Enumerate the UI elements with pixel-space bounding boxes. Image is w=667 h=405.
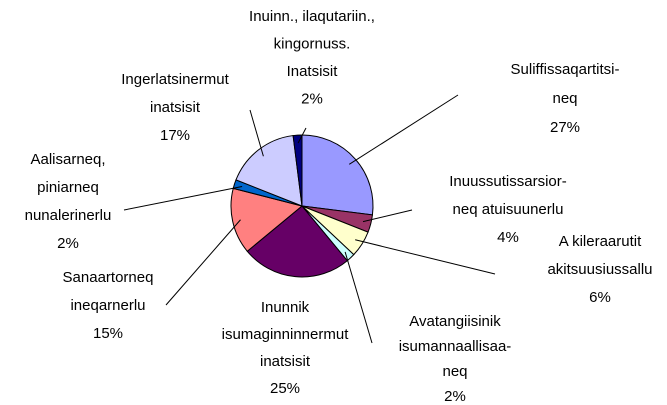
slice-label: nunalerinerlu	[25, 207, 112, 224]
value-label: 2%	[444, 388, 466, 405]
slice-label: ineqarnerlu	[70, 297, 145, 314]
slice-label: inatsisit	[150, 99, 201, 116]
leader-line	[297, 127, 307, 144]
leader-line	[355, 239, 496, 275]
pie-slice	[235, 135, 303, 207]
slice-label: Inatsisit	[287, 63, 339, 80]
slice-label: Sanaartorneq	[63, 269, 154, 286]
slice-label: akitsuusiussallu	[547, 261, 652, 278]
leader-line	[344, 251, 373, 344]
slice-label: Aalisarneq,	[30, 151, 105, 168]
value-label: 2%	[301, 90, 323, 107]
pie-slice	[246, 205, 348, 278]
slice-label: Inuussutissarsior-	[449, 173, 567, 190]
slice-label: Inunnik	[261, 299, 310, 316]
value-label: 6%	[589, 289, 611, 306]
leader-line	[249, 109, 264, 157]
leader-line	[123, 186, 243, 211]
value-label: 4%	[497, 229, 519, 246]
value-label: 2%	[57, 235, 79, 252]
slice-label: kingornuss.	[274, 35, 351, 52]
slice-label: neq	[552, 90, 577, 107]
slice-label: Suliffissaqartitsi-	[511, 61, 620, 78]
slice-label: Avatangiisinik	[409, 313, 501, 330]
leader-line	[348, 94, 459, 165]
slice-label: isumannaallisaa-	[399, 338, 512, 355]
value-label: 27%	[550, 119, 580, 136]
slice-label: neq atuisuunerlu	[453, 201, 564, 218]
slice-label: A kileraarutit	[559, 233, 642, 250]
value-label: 17%	[160, 127, 190, 144]
leader-line	[165, 219, 241, 306]
value-label: 25%	[270, 380, 300, 397]
pie-slice	[230, 187, 304, 252]
slice-label: inatsisit	[260, 353, 311, 370]
slice-label: Inuinn., ilaqutariin.,	[249, 8, 375, 25]
slice-label: piniarneq	[37, 179, 99, 196]
leader-line	[362, 209, 413, 223]
value-label: 15%	[93, 325, 123, 342]
slice-label: neq	[442, 363, 467, 380]
slice-label: Ingerlatsinermut	[121, 71, 229, 88]
slice-label: isumaginninnermut	[222, 326, 350, 343]
pie-slice	[301, 134, 374, 216]
